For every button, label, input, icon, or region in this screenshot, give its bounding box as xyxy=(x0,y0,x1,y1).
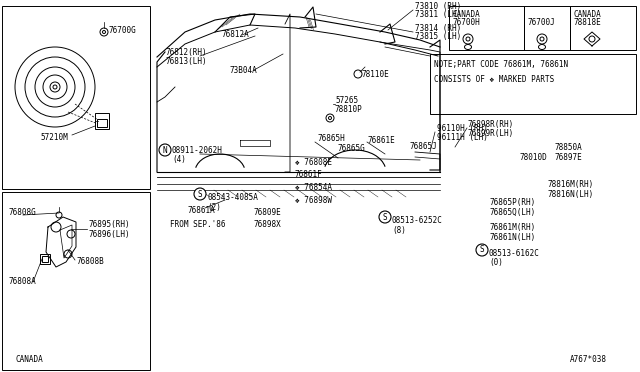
Bar xyxy=(95,113,109,129)
Text: CANADA: CANADA xyxy=(453,10,481,19)
Bar xyxy=(97,119,107,127)
Text: 78818E: 78818E xyxy=(574,17,602,26)
Text: 76898R(RH): 76898R(RH) xyxy=(468,119,515,128)
Text: CONSISTS OF ❖ MARKED PARTS: CONSISTS OF ❖ MARKED PARTS xyxy=(434,74,554,83)
Text: 73B04A: 73B04A xyxy=(230,65,258,74)
Text: 78110E: 78110E xyxy=(362,70,390,78)
Text: A767*038: A767*038 xyxy=(570,356,607,365)
Text: 57210M: 57210M xyxy=(40,132,68,141)
Text: S: S xyxy=(383,212,387,221)
Text: 76895(RH): 76895(RH) xyxy=(88,219,130,228)
Bar xyxy=(2,192,150,370)
Text: 76897E: 76897E xyxy=(555,153,583,161)
Text: 76813(LH): 76813(LH) xyxy=(165,57,207,65)
Bar xyxy=(42,256,48,262)
Text: 76808G: 76808G xyxy=(8,208,36,217)
Text: 96111H (LH): 96111H (LH) xyxy=(437,132,488,141)
Bar xyxy=(570,6,636,50)
Text: 76898X: 76898X xyxy=(253,219,281,228)
Circle shape xyxy=(476,244,488,256)
Bar xyxy=(2,6,150,189)
Text: 76812(RH): 76812(RH) xyxy=(165,48,207,57)
Text: 76865J: 76865J xyxy=(410,141,438,151)
Text: CANADA: CANADA xyxy=(15,356,43,365)
Text: ❖ 76854A: ❖ 76854A xyxy=(295,183,332,192)
Text: 78010D: 78010D xyxy=(520,153,548,161)
Text: ❖ 76808E: ❖ 76808E xyxy=(295,157,332,167)
Circle shape xyxy=(159,144,171,156)
Text: 57265: 57265 xyxy=(335,96,358,105)
Text: 08513-6252C: 08513-6252C xyxy=(392,215,443,224)
Text: 76809E: 76809E xyxy=(253,208,281,217)
Text: 73811 (LH): 73811 (LH) xyxy=(415,10,461,19)
Text: 76861F: 76861F xyxy=(295,170,323,179)
Text: 73815 (LH): 73815 (LH) xyxy=(415,32,461,41)
Text: (4): (4) xyxy=(172,154,186,164)
Text: (2): (2) xyxy=(207,202,221,212)
Text: 76812A: 76812A xyxy=(222,29,250,38)
Text: 76700J: 76700J xyxy=(528,17,556,26)
Text: 08513-6162C: 08513-6162C xyxy=(489,248,540,257)
Text: CANADA: CANADA xyxy=(574,10,602,19)
Text: 76700H: 76700H xyxy=(453,17,481,26)
Text: 76861N(LH): 76861N(LH) xyxy=(490,232,536,241)
Text: N: N xyxy=(163,145,167,154)
Text: 78816N(LH): 78816N(LH) xyxy=(548,189,595,199)
Bar xyxy=(449,6,524,50)
Text: 96110H (RH): 96110H (RH) xyxy=(437,124,488,132)
Circle shape xyxy=(379,211,391,223)
Text: 78810P: 78810P xyxy=(335,105,363,113)
Circle shape xyxy=(194,188,206,200)
Bar xyxy=(40,254,50,264)
Text: (8): (8) xyxy=(392,225,406,234)
Text: FROM SEP.'86: FROM SEP.'86 xyxy=(170,219,225,228)
Text: 76861M(RH): 76861M(RH) xyxy=(490,222,536,231)
Text: 73814 (RH): 73814 (RH) xyxy=(415,23,461,32)
Text: 76861A: 76861A xyxy=(187,205,215,215)
Text: 76865Q(LH): 76865Q(LH) xyxy=(490,208,536,217)
Text: 76861E: 76861E xyxy=(368,135,396,144)
Text: 76896(LH): 76896(LH) xyxy=(88,230,130,238)
Bar xyxy=(524,6,570,50)
Text: 76899R(LH): 76899R(LH) xyxy=(468,128,515,138)
Bar xyxy=(430,54,636,114)
Text: ❖ 76898W: ❖ 76898W xyxy=(295,196,332,205)
Text: 76808B: 76808B xyxy=(76,257,104,266)
Text: 76865P(RH): 76865P(RH) xyxy=(490,198,536,206)
Text: S: S xyxy=(198,189,202,199)
Text: 08543-4085A: 08543-4085A xyxy=(207,192,258,202)
Text: 76865H: 76865H xyxy=(318,134,346,142)
Text: 76865G: 76865G xyxy=(338,144,365,153)
Text: 76700G: 76700G xyxy=(108,26,136,35)
Text: 76808A: 76808A xyxy=(8,278,36,286)
Text: 73810 (RH): 73810 (RH) xyxy=(415,1,461,10)
Text: S: S xyxy=(480,246,484,254)
Text: NOTE;PART CODE 76861M, 76861N: NOTE;PART CODE 76861M, 76861N xyxy=(434,60,568,68)
Text: 78816M(RH): 78816M(RH) xyxy=(548,180,595,189)
Text: 08911-2062H: 08911-2062H xyxy=(172,145,223,154)
Text: (0): (0) xyxy=(489,259,503,267)
Text: 78850A: 78850A xyxy=(555,142,583,151)
